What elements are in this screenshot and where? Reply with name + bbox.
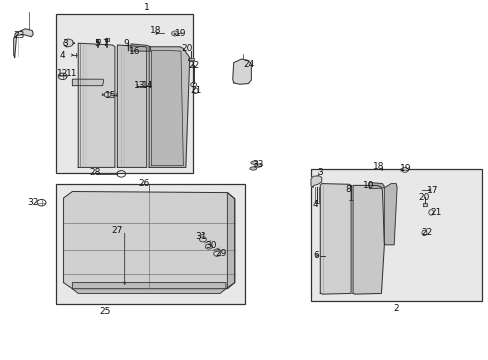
Text: 19: 19 [175,29,186,38]
Text: 20: 20 [418,193,429,202]
Text: 29: 29 [215,249,226,258]
Text: 24: 24 [243,60,255,69]
Polygon shape [151,50,183,166]
Polygon shape [78,43,115,167]
Text: 15: 15 [105,91,117,100]
Polygon shape [320,184,350,294]
Polygon shape [72,283,225,293]
Polygon shape [63,192,234,289]
Text: 22: 22 [187,61,199,70]
Text: 12: 12 [57,68,68,77]
Polygon shape [310,176,321,187]
Polygon shape [187,58,193,60]
Text: 32: 32 [27,198,39,207]
Text: 20: 20 [181,44,193,53]
Polygon shape [63,39,73,47]
Text: 3: 3 [62,39,68,48]
Text: 6: 6 [312,251,318,260]
Text: 14: 14 [142,81,153,90]
Bar [310,169,481,301]
Polygon shape [149,47,189,167]
Circle shape [171,31,178,36]
Text: 27: 27 [111,226,123,235]
Text: 8: 8 [345,184,351,194]
Polygon shape [96,39,100,42]
Text: 13: 13 [134,81,145,90]
Text: 16: 16 [128,46,140,55]
Text: 5: 5 [94,40,100,49]
Polygon shape [117,45,146,167]
Polygon shape [14,29,33,58]
Text: 17: 17 [426,186,437,194]
Text: 7: 7 [102,40,108,49]
Text: 28: 28 [89,168,101,177]
Polygon shape [384,184,396,245]
Text: 23: 23 [13,31,24,40]
Text: 18: 18 [149,26,161,35]
Text: 33: 33 [251,160,263,169]
Text: 25: 25 [99,307,111,316]
Text: 3: 3 [317,168,323,177]
Polygon shape [232,59,251,84]
Bar [56,184,244,304]
Polygon shape [227,193,234,289]
Ellipse shape [250,161,257,164]
Text: 21: 21 [189,86,201,95]
Text: 19: 19 [399,164,411,173]
Bar [56,14,193,173]
Text: 10: 10 [362,181,374,190]
Text: 4: 4 [60,51,65,60]
Text: 9: 9 [123,40,129,49]
Text: 2: 2 [392,304,398,313]
Text: 1: 1 [143,3,149,12]
Polygon shape [131,44,150,51]
Ellipse shape [249,167,256,170]
Polygon shape [368,183,384,189]
Circle shape [401,167,407,172]
Text: 21: 21 [429,208,441,217]
Polygon shape [423,203,427,206]
Polygon shape [72,79,103,86]
Polygon shape [352,185,384,294]
Text: 11: 11 [66,68,78,77]
Polygon shape [104,38,108,41]
Ellipse shape [254,164,261,167]
Text: 31: 31 [195,233,207,241]
Text: 18: 18 [372,162,384,171]
Text: 4: 4 [311,199,317,209]
Text: 22: 22 [420,228,432,237]
Text: 30: 30 [205,241,217,250]
Text: 26: 26 [138,179,150,188]
